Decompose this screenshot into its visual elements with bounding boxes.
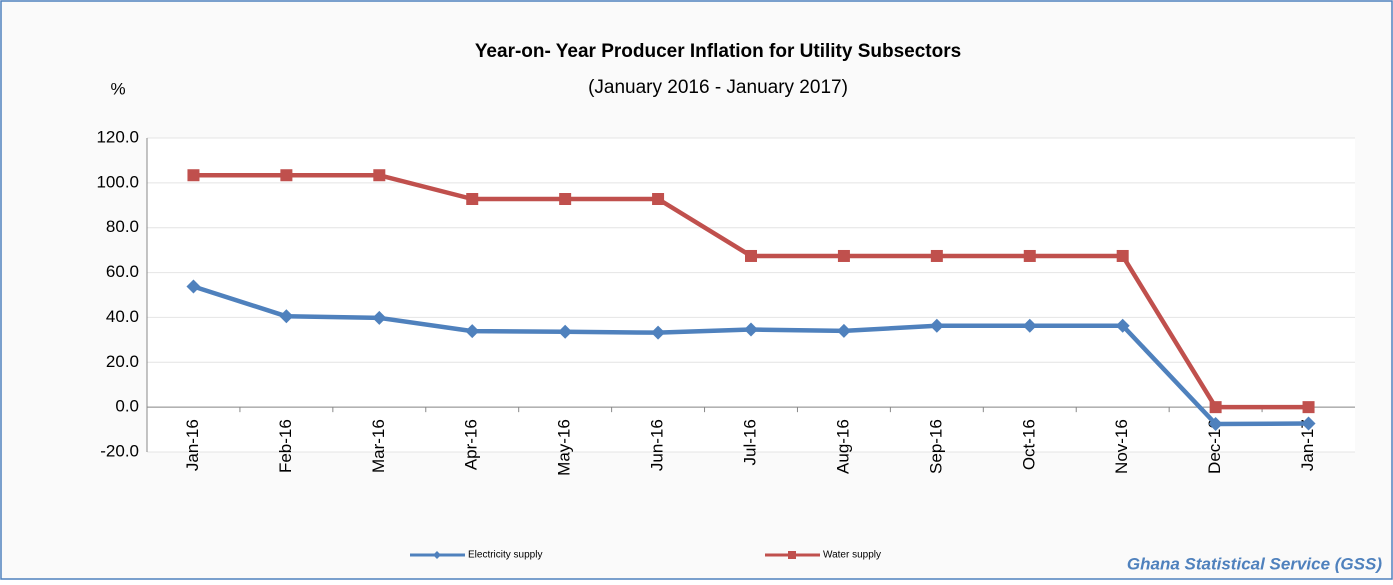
chart-subtitle: (January 2016 - January 2017) [588, 77, 848, 98]
data-point [187, 169, 200, 182]
data-point [836, 323, 851, 338]
legend-label: Water supply [823, 550, 881, 561]
x-tick-label: Jan-17 [1298, 419, 1317, 471]
plot-area [147, 138, 1355, 452]
data-point [186, 279, 201, 294]
x-tick-label: Jul-16 [740, 419, 759, 465]
y-tick-label: 60.0 [106, 262, 139, 281]
data-point [1302, 401, 1315, 414]
y-tick-label: 120.0 [96, 127, 139, 146]
y-tick-label: 20.0 [106, 352, 139, 371]
y-tick-label: 100.0 [96, 172, 139, 191]
y-tick-label: -20.0 [100, 441, 139, 460]
data-point [1023, 249, 1036, 262]
data-point [652, 193, 665, 206]
chart-title: Year-on- Year Producer Inflation for Uti… [475, 41, 961, 62]
data-point [280, 169, 293, 182]
data-point [837, 249, 850, 262]
legend-marker [433, 551, 441, 559]
x-tick-label: Feb-16 [276, 419, 295, 473]
source-note: Ghana Statistical Service (GSS) [1127, 554, 1382, 573]
x-tick-label: May-16 [555, 419, 574, 476]
y-axis-label: % [110, 79, 125, 98]
x-tick-label: Nov-16 [1112, 419, 1131, 474]
x-tick-label: Oct-16 [1019, 419, 1038, 470]
x-tick-label: Jan-16 [183, 419, 202, 471]
x-tick-label: Dec-16 [1205, 419, 1224, 474]
y-tick-label: 80.0 [106, 217, 139, 236]
data-point [558, 324, 573, 339]
data-point [1301, 416, 1316, 431]
data-point [1208, 416, 1223, 431]
y-tick-label: 0.0 [115, 397, 139, 416]
data-point [1209, 401, 1222, 414]
data-point [559, 193, 572, 206]
x-tick-label: Sep-16 [926, 419, 945, 474]
data-point [279, 309, 294, 324]
x-tick-label: Jun-16 [648, 419, 667, 471]
data-point [744, 322, 758, 337]
data-point [745, 249, 757, 262]
data-point [372, 310, 387, 325]
data-point [465, 324, 480, 339]
x-tick-label: Mar-16 [369, 419, 388, 473]
data-point [1022, 318, 1037, 333]
data-point [1116, 249, 1129, 262]
data-point [466, 193, 479, 206]
x-tick-label: Apr-16 [462, 419, 481, 470]
data-point [651, 325, 666, 340]
data-point [373, 169, 386, 182]
y-tick-label: 40.0 [106, 307, 139, 326]
data-point [1115, 318, 1130, 333]
data-point [929, 318, 944, 333]
legend-marker [788, 551, 796, 559]
legend-label: Electricity supply [468, 550, 542, 561]
x-tick-label: Aug-16 [833, 419, 852, 474]
data-point [930, 249, 943, 262]
